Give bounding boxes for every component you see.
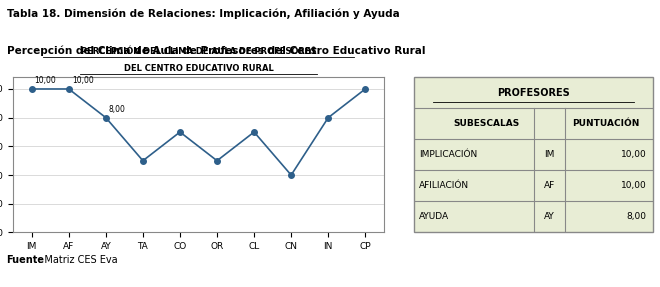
Text: AF: AF	[544, 181, 555, 191]
Text: 10,00: 10,00	[72, 76, 94, 86]
Text: AYUDA: AYUDA	[419, 212, 449, 222]
Text: 8,00: 8,00	[626, 212, 646, 222]
Text: AY: AY	[544, 212, 555, 222]
Text: PROFESORES: PROFESORES	[498, 88, 570, 98]
Text: : Matriz CES Eva: : Matriz CES Eva	[38, 255, 118, 265]
Text: PERCEPCIÓN DEL CLIMA DE AULA DE PROFESORES: PERCEPCIÓN DEL CLIMA DE AULA DE PROFESOR…	[81, 47, 316, 56]
Text: AFILIACIÓN: AFILIACIÓN	[419, 181, 469, 191]
Text: 8,00: 8,00	[109, 105, 125, 114]
Text: 10,00: 10,00	[620, 150, 646, 160]
Text: IMPLICACIÓN: IMPLICACIÓN	[419, 150, 477, 160]
Text: DEL CENTRO EDUCATIVO RURAL: DEL CENTRO EDUCATIVO RURAL	[123, 64, 273, 73]
Text: Fuente: Fuente	[7, 255, 45, 265]
FancyBboxPatch shape	[414, 77, 653, 232]
Text: 10,00: 10,00	[620, 181, 646, 191]
Text: IM: IM	[544, 150, 554, 160]
Text: Tabla 18. Dimensión de Relaciones: Implicación, Afiliación y Ayuda: Tabla 18. Dimensión de Relaciones: Impli…	[7, 9, 399, 19]
Text: Percepción del Clima de Aula de Profesores del Centro Educativo Rural: Percepción del Clima de Aula de Profesor…	[7, 46, 425, 57]
Text: 10,00: 10,00	[35, 76, 57, 86]
Text: SUBESCALAS: SUBESCALAS	[453, 119, 519, 129]
Text: PUNTUACIÓN: PUNTUACIÓN	[572, 119, 640, 129]
